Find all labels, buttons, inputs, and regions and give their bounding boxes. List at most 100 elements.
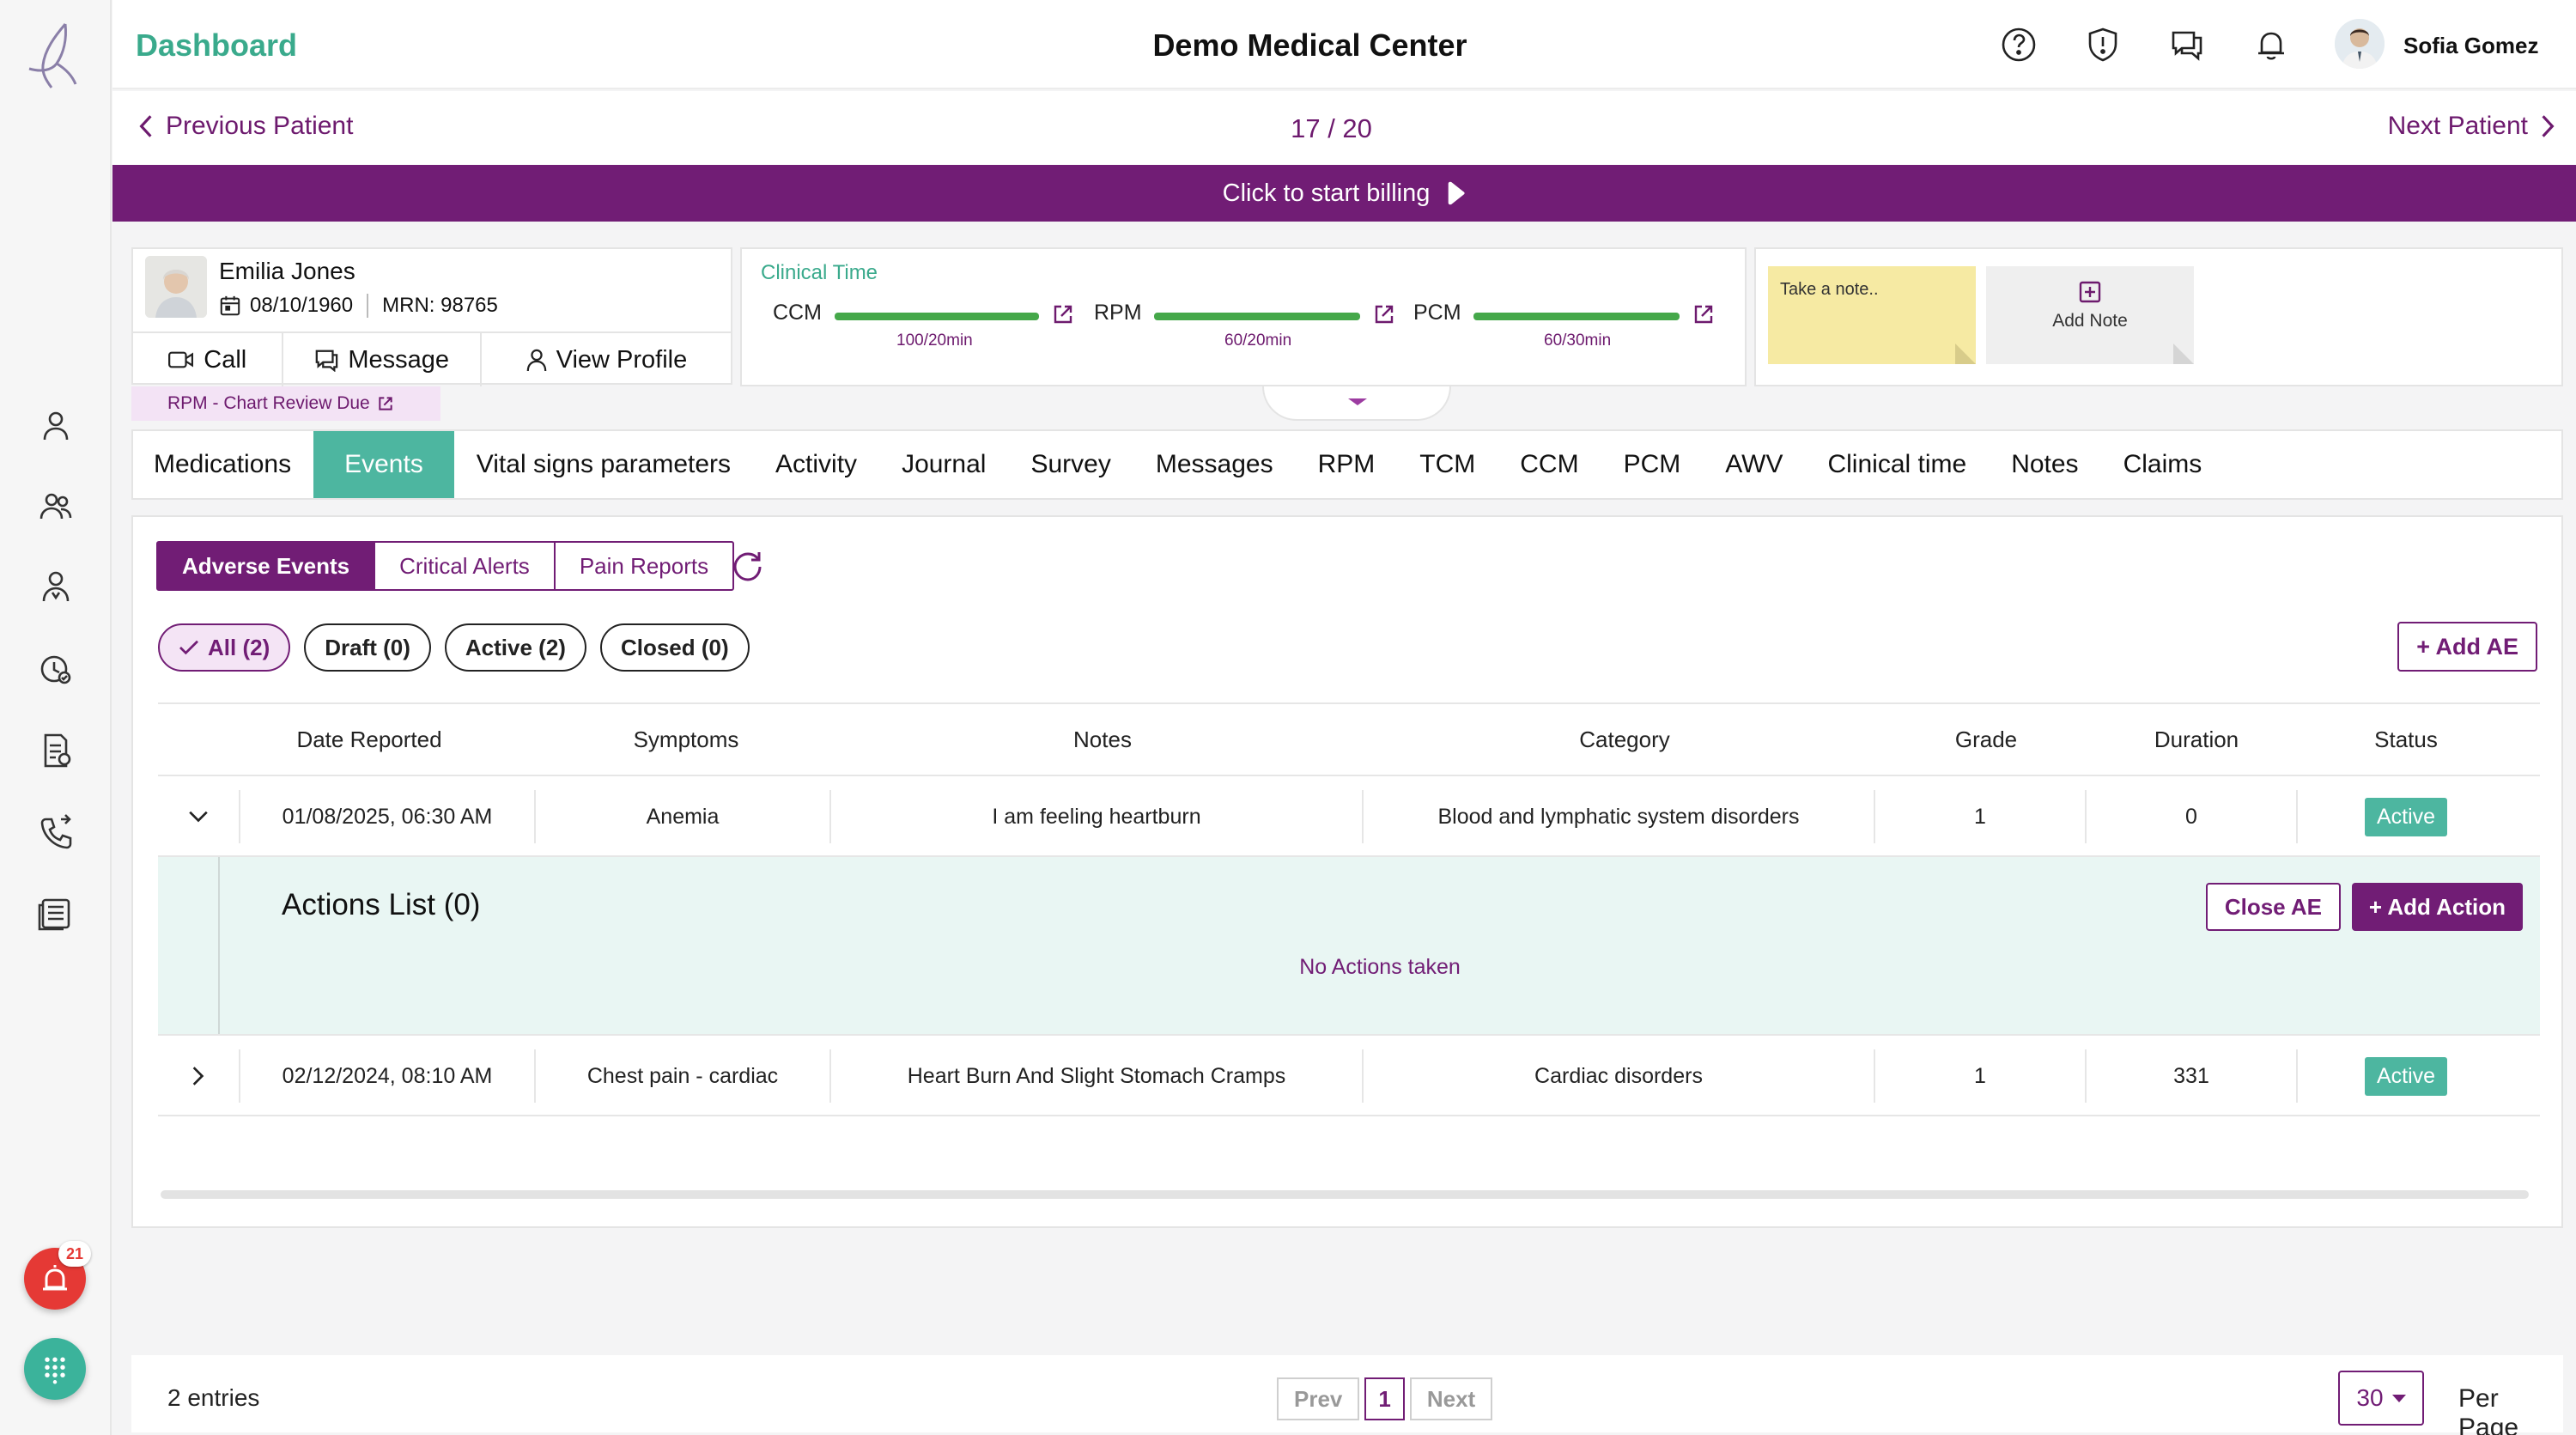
view-profile-label: View Profile	[556, 345, 688, 374]
left-sidebar: 21	[0, 0, 112, 1435]
tab-clinical-time[interactable]: Clinical time	[1827, 450, 1967, 478]
refresh-icon[interactable]	[729, 548, 767, 586]
shield-alert-icon[interactable]	[2084, 26, 2122, 64]
tab-claims[interactable]: Claims	[2123, 450, 2202, 478]
alerts-button[interactable]: 21	[24, 1241, 91, 1310]
tab-vital-signs-parameters[interactable]: Vital signs parameters	[476, 450, 732, 478]
rpm-alert-label: RPM - Chart Review Due	[167, 393, 370, 413]
meta-divider	[367, 294, 369, 318]
previous-patient-label: Previous Patient	[166, 112, 354, 140]
filter-closed[interactable]: Closed (0)	[599, 623, 750, 672]
patient-icon[interactable]	[35, 405, 76, 447]
add-note-button[interactable]: Add Note	[1986, 266, 2194, 364]
note-fold	[1955, 344, 1976, 364]
chevron-right-icon	[192, 1067, 204, 1085]
help-icon[interactable]	[2000, 26, 2038, 64]
tab-journal[interactable]: Journal	[902, 450, 987, 478]
header-status[interactable]: Status	[2374, 726, 2438, 752]
call-button[interactable]: Call	[133, 333, 283, 386]
filter-active[interactable]: Active (2)	[444, 623, 586, 672]
filter-all[interactable]: All (2)	[158, 623, 291, 672]
cell-duration: 0	[2087, 790, 2298, 843]
dialpad-button[interactable]	[24, 1338, 86, 1400]
header-category[interactable]: Category	[1579, 726, 1670, 752]
tab-medications[interactable]: Medications	[154, 450, 292, 478]
filter-all-label: All (2)	[208, 634, 270, 660]
header-date-reported[interactable]: Date Reported	[296, 726, 442, 752]
next-patient-link[interactable]: Next Patient	[2388, 112, 2555, 141]
pain-reports-tab[interactable]: Pain Reports	[579, 552, 709, 579]
cell-grade: 1	[1875, 790, 2087, 843]
add-action-button[interactable]: + Add Action	[2351, 883, 2523, 931]
tab-awv[interactable]: AWV	[1725, 450, 1783, 478]
tab-activity[interactable]: Activity	[775, 450, 858, 478]
bell-icon[interactable]	[2252, 26, 2290, 64]
tab-messages[interactable]: Messages	[1155, 450, 1273, 478]
pcm-external-link-icon[interactable]	[1692, 302, 1716, 326]
chat-icon[interactable]	[2168, 26, 2206, 64]
horizontal-scrollbar[interactable]	[161, 1190, 2529, 1199]
rpm-progress-bar	[1154, 313, 1360, 320]
sticky-note-input[interactable]: Take a note..	[1768, 266, 1976, 364]
ccm-external-link-icon[interactable]	[1051, 302, 1075, 326]
per-page-select[interactable]: 30	[2338, 1371, 2424, 1426]
user-name[interactable]: Sofia Gomez	[2403, 33, 2539, 58]
call-log-icon[interactable]	[35, 812, 76, 854]
cell-notes: I am feeling heartburn	[831, 790, 1364, 843]
tab-tcm[interactable]: TCM	[1419, 450, 1476, 478]
collapse-row-button[interactable]	[158, 790, 240, 843]
page-1-button[interactable]: 1	[1364, 1377, 1405, 1420]
user-avatar[interactable]	[2335, 19, 2385, 69]
table-row[interactable]: 01/08/2025, 06:30 AM Anemia I am feeling…	[158, 776, 2540, 857]
per-page-label: Per Page	[2458, 1384, 2519, 1435]
actions-list-panel: Actions List (0) Close AE + Add Action N…	[158, 857, 2540, 1036]
care-team-icon[interactable]	[35, 567, 76, 608]
patients-group-icon[interactable]	[35, 486, 76, 527]
schedule-icon[interactable]	[35, 648, 76, 690]
billing-report-icon[interactable]	[35, 730, 76, 771]
cell-date: 02/12/2024, 08:10 AM	[240, 1049, 536, 1103]
caret-down-icon	[1348, 398, 1367, 405]
header-duration[interactable]: Duration	[2154, 726, 2239, 752]
cell-duration: 331	[2087, 1049, 2298, 1103]
expand-row-button[interactable]	[158, 1049, 240, 1103]
critical-alerts-tab[interactable]: Critical Alerts	[375, 543, 556, 589]
close-ae-button[interactable]: Close AE	[2205, 883, 2341, 931]
event-type-switch: Adverse Events Critical Alerts Pain Repo…	[156, 541, 735, 591]
adverse-events-table: Date Reported Symptoms Notes Category Gr…	[158, 702, 2540, 1116]
page-title[interactable]: Dashboard	[136, 27, 298, 63]
rpm-chart-review-alert[interactable]: RPM - Chart Review Due	[131, 386, 440, 421]
tab-pcm[interactable]: PCM	[1623, 450, 1681, 478]
prev-page-button[interactable]: Prev	[1277, 1377, 1360, 1420]
tab-ccm[interactable]: CCM	[1520, 450, 1579, 478]
next-page-button[interactable]: Next	[1409, 1377, 1493, 1420]
previous-patient-link[interactable]: Previous Patient	[138, 112, 353, 141]
table-row[interactable]: 02/12/2024, 08:10 AM Chest pain - cardia…	[158, 1036, 2540, 1116]
rpm-external-link-icon[interactable]	[1372, 302, 1396, 326]
tab-survey[interactable]: Survey	[1030, 450, 1111, 478]
no-actions-message: No Actions taken	[1299, 955, 1461, 979]
app-logo[interactable]	[21, 19, 89, 93]
tab-events[interactable]: Events	[313, 431, 454, 498]
note-fold	[2173, 344, 2194, 364]
external-link-icon	[379, 397, 392, 410]
header-notes[interactable]: Notes	[1073, 726, 1132, 752]
dialpad-icon	[45, 1357, 65, 1384]
tab-notes[interactable]: Notes	[2011, 450, 2079, 478]
check-icon	[179, 640, 198, 655]
add-ae-button[interactable]: + Add AE	[2397, 622, 2537, 672]
view-profile-button[interactable]: View Profile	[482, 333, 731, 386]
start-billing-bar[interactable]: Click to start billing	[112, 165, 2576, 222]
adverse-events-tab[interactable]: Adverse Events	[158, 543, 376, 589]
pcm-value: 60/30min	[1544, 331, 1612, 350]
tab-rpm[interactable]: RPM	[1317, 450, 1376, 478]
header-symptoms[interactable]: Symptoms	[633, 726, 739, 752]
filter-draft[interactable]: Draft (0)	[304, 623, 431, 672]
header-grade[interactable]: Grade	[1954, 726, 2018, 752]
message-button[interactable]: Message	[283, 333, 482, 386]
collapse-toggle[interactable]	[1262, 386, 1451, 421]
pagination: Prev 1 Next	[1277, 1377, 1493, 1420]
documents-icon[interactable]	[35, 893, 76, 934]
start-billing-label: Click to start billing	[1222, 179, 1431, 207]
filter-closed-label: Closed (0)	[620, 634, 729, 660]
